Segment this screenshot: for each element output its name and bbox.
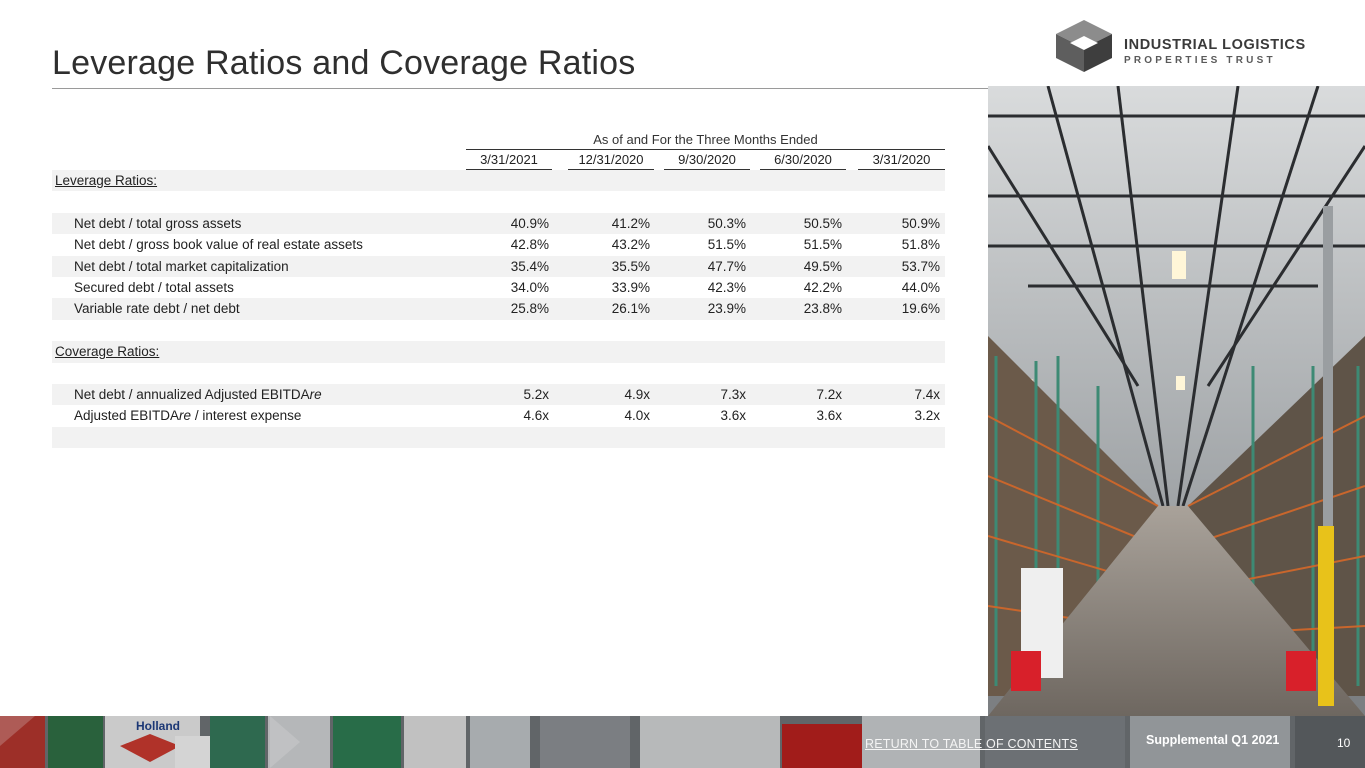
spacer-row (52, 426, 945, 449)
cell-value: 34.0% (510, 279, 549, 295)
column-header: 3/31/2020 (858, 152, 945, 170)
cell-value: 23.9% (707, 301, 746, 317)
spacer-row (52, 191, 945, 212)
trucks-banner-image: Holland (0, 716, 1365, 768)
table-row: Variable rate debt / net debt 25.8% 26.1… (52, 298, 945, 320)
section-title-leverage: Leverage Ratios: (55, 173, 158, 188)
cell-value: 35.5% (611, 258, 650, 274)
cell-value: 26.1% (611, 301, 650, 317)
cell-value: 51.5% (803, 237, 842, 253)
column-header: 6/30/2020 (760, 152, 846, 170)
row-label: Net debt / total market capitalization (74, 258, 289, 274)
cell-value: 42.3% (707, 279, 746, 295)
cell-value: 7.2x (816, 386, 842, 402)
cell-value: 42.8% (510, 237, 549, 253)
column-headers: 3/31/2021 12/31/2020 9/30/2020 6/30/2020… (52, 152, 945, 170)
cell-value: 33.9% (611, 279, 650, 295)
table-row: Adjusted EBITDAre / interest expense 4.6… (52, 405, 945, 426)
row-label-italic: re (179, 408, 192, 424)
cell-value: 43.2% (611, 237, 650, 253)
table-row: Net debt / total market capitalization 3… (52, 255, 945, 277)
supplemental-label: Supplemental Q1 2021 (1146, 733, 1280, 747)
row-label-italic: re (309, 386, 322, 402)
column-header: 12/31/2020 (568, 152, 654, 170)
cell-value: 4.6x (523, 408, 549, 424)
cell-value: 50.3% (707, 215, 746, 231)
row-label: Net debt / annualized Adjusted EBITDAre (74, 384, 322, 405)
cell-value: 51.5% (707, 237, 746, 253)
row-label-text: Net debt / annualized Adjusted EBITDA (74, 386, 310, 402)
row-label: Net debt / gross book value of real esta… (74, 237, 363, 253)
footer-banner: Holland RETURN TO TABLE OF CONTENTS Supp… (0, 716, 1365, 768)
logo-line2: PROPERTIES TRUST (1124, 55, 1276, 66)
cell-value: 19.6% (901, 301, 940, 317)
truck-brand-text: Holland (136, 719, 180, 733)
cell-value: 49.5% (803, 258, 842, 274)
company-logo: INDUSTRIAL LOGISTICS PROPERTIES TRUST (1054, 18, 1354, 74)
page-number: 10 (1337, 736, 1351, 750)
row-label: Variable rate debt / net debt (74, 301, 240, 317)
cell-value: 3.6x (816, 408, 842, 424)
section-row-coverage: Coverage Ratios: (52, 341, 945, 363)
cell-value: 47.7% (707, 258, 746, 274)
table-row: Secured debt / total assets 34.0% 33.9% … (52, 277, 945, 298)
cell-value: 50.9% (901, 215, 940, 231)
column-header: 3/31/2021 (466, 152, 552, 170)
row-label: Net debt / total gross assets (74, 215, 242, 231)
cell-value: 5.2x (523, 386, 549, 402)
row-label: Secured debt / total assets (74, 279, 234, 295)
title-divider (52, 88, 988, 89)
cube-logo-icon (1056, 20, 1112, 72)
return-to-toc-link[interactable]: RETURN TO TABLE OF CONTENTS (865, 737, 1078, 751)
period-header-rule (466, 149, 945, 150)
cell-value: 53.7% (901, 258, 940, 274)
row-label-rest: / interest expense (191, 408, 302, 424)
column-header: 9/30/2020 (664, 152, 750, 170)
cell-value: 50.5% (803, 215, 842, 231)
cell-value: 42.2% (803, 279, 842, 295)
cell-value: 41.2% (611, 215, 650, 231)
cell-value: 3.6x (720, 408, 746, 424)
cell-value: 7.3x (720, 386, 746, 402)
cell-value: 4.0x (624, 408, 650, 424)
period-header: As of and For the Three Months Ended (593, 132, 818, 147)
table-row: Net debt / annualized Adjusted EBITDAre … (52, 383, 945, 406)
cell-value: 51.8% (901, 237, 940, 253)
cell-value: 35.4% (510, 258, 549, 274)
cell-value: 23.8% (803, 301, 842, 317)
section-row-leverage: Leverage Ratios: (52, 170, 945, 192)
section-title-coverage: Coverage Ratios: (55, 344, 160, 360)
table-row: Net debt / total gross assets 40.9% 41.2… (52, 212, 945, 235)
row-label-text: Adjusted EBITDA (74, 408, 180, 424)
warehouse-photo (988, 86, 1365, 716)
spacer-row (52, 320, 945, 341)
cell-value: 40.9% (510, 215, 549, 231)
page-title: Leverage Ratios and Coverage Ratios (52, 44, 636, 82)
logo-line1: INDUSTRIAL LOGISTICS (1124, 37, 1306, 53)
spacer-row (52, 363, 945, 384)
cell-value: 25.8% (510, 301, 549, 317)
cell-value: 44.0% (901, 279, 940, 295)
cell-value: 3.2x (914, 408, 940, 424)
row-label: Adjusted EBITDAre / interest expense (74, 405, 301, 426)
cell-value: 4.9x (624, 386, 650, 402)
cell-value: 7.4x (914, 386, 940, 402)
table-row: Net debt / gross book value of real esta… (52, 234, 945, 255)
